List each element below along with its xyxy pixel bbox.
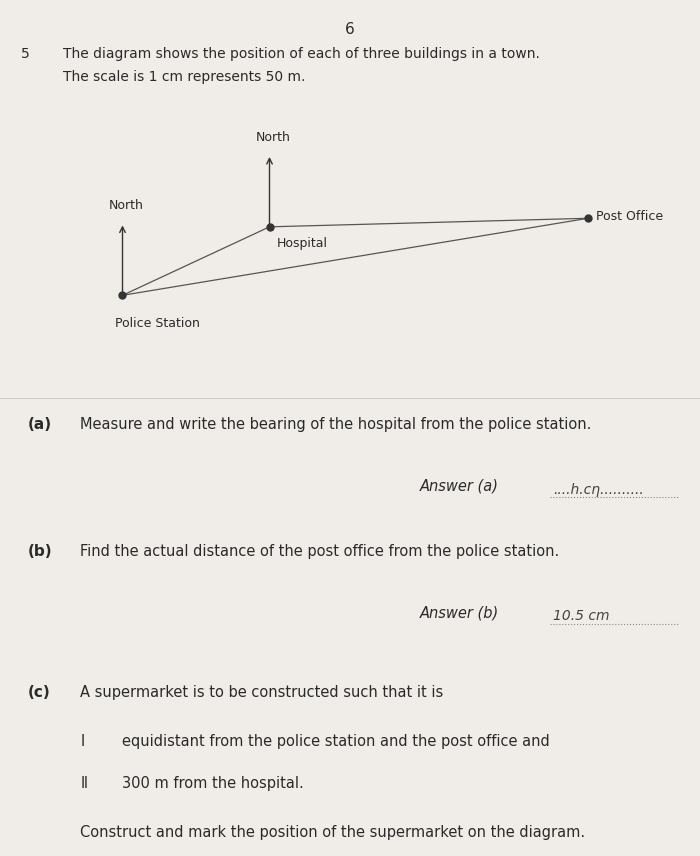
Text: equidistant from the police station and the post office and: equidistant from the police station and …	[122, 734, 550, 750]
Text: (a): (a)	[28, 417, 52, 432]
Text: Answer (a): Answer (a)	[420, 479, 499, 494]
Text: Find the actual distance of the post office from the police station.: Find the actual distance of the post off…	[80, 544, 560, 559]
Text: The scale is 1 cm represents 50 m.: The scale is 1 cm represents 50 m.	[63, 70, 305, 84]
Text: Ⅱ: Ⅱ	[80, 776, 88, 791]
Text: Construct and mark the position of the supermarket on the diagram.: Construct and mark the position of the s…	[80, 825, 586, 841]
Text: (b): (b)	[28, 544, 52, 559]
Text: Measure and write the bearing of the hospital from the police station.: Measure and write the bearing of the hos…	[80, 417, 592, 432]
Text: 10.5 cm: 10.5 cm	[553, 609, 610, 623]
Text: North: North	[256, 131, 290, 144]
Text: A supermarket is to be constructed such that it is: A supermarket is to be constructed such …	[80, 685, 444, 700]
Text: (c): (c)	[28, 685, 50, 700]
Text: 5: 5	[21, 47, 29, 61]
Text: I: I	[80, 734, 85, 750]
Text: 300 m from the hospital.: 300 m from the hospital.	[122, 776, 304, 791]
Text: 6: 6	[345, 22, 355, 38]
Text: Post Office: Post Office	[596, 210, 664, 223]
Text: Police Station: Police Station	[116, 317, 200, 330]
Text: The diagram shows the position of each of three buildings in a town.: The diagram shows the position of each o…	[63, 47, 540, 61]
Text: Hospital: Hospital	[276, 237, 328, 250]
Text: ....h.cη..........: ....h.cη..........	[553, 483, 644, 496]
Text: Answer (b): Answer (b)	[420, 605, 499, 621]
Text: North: North	[108, 199, 144, 212]
